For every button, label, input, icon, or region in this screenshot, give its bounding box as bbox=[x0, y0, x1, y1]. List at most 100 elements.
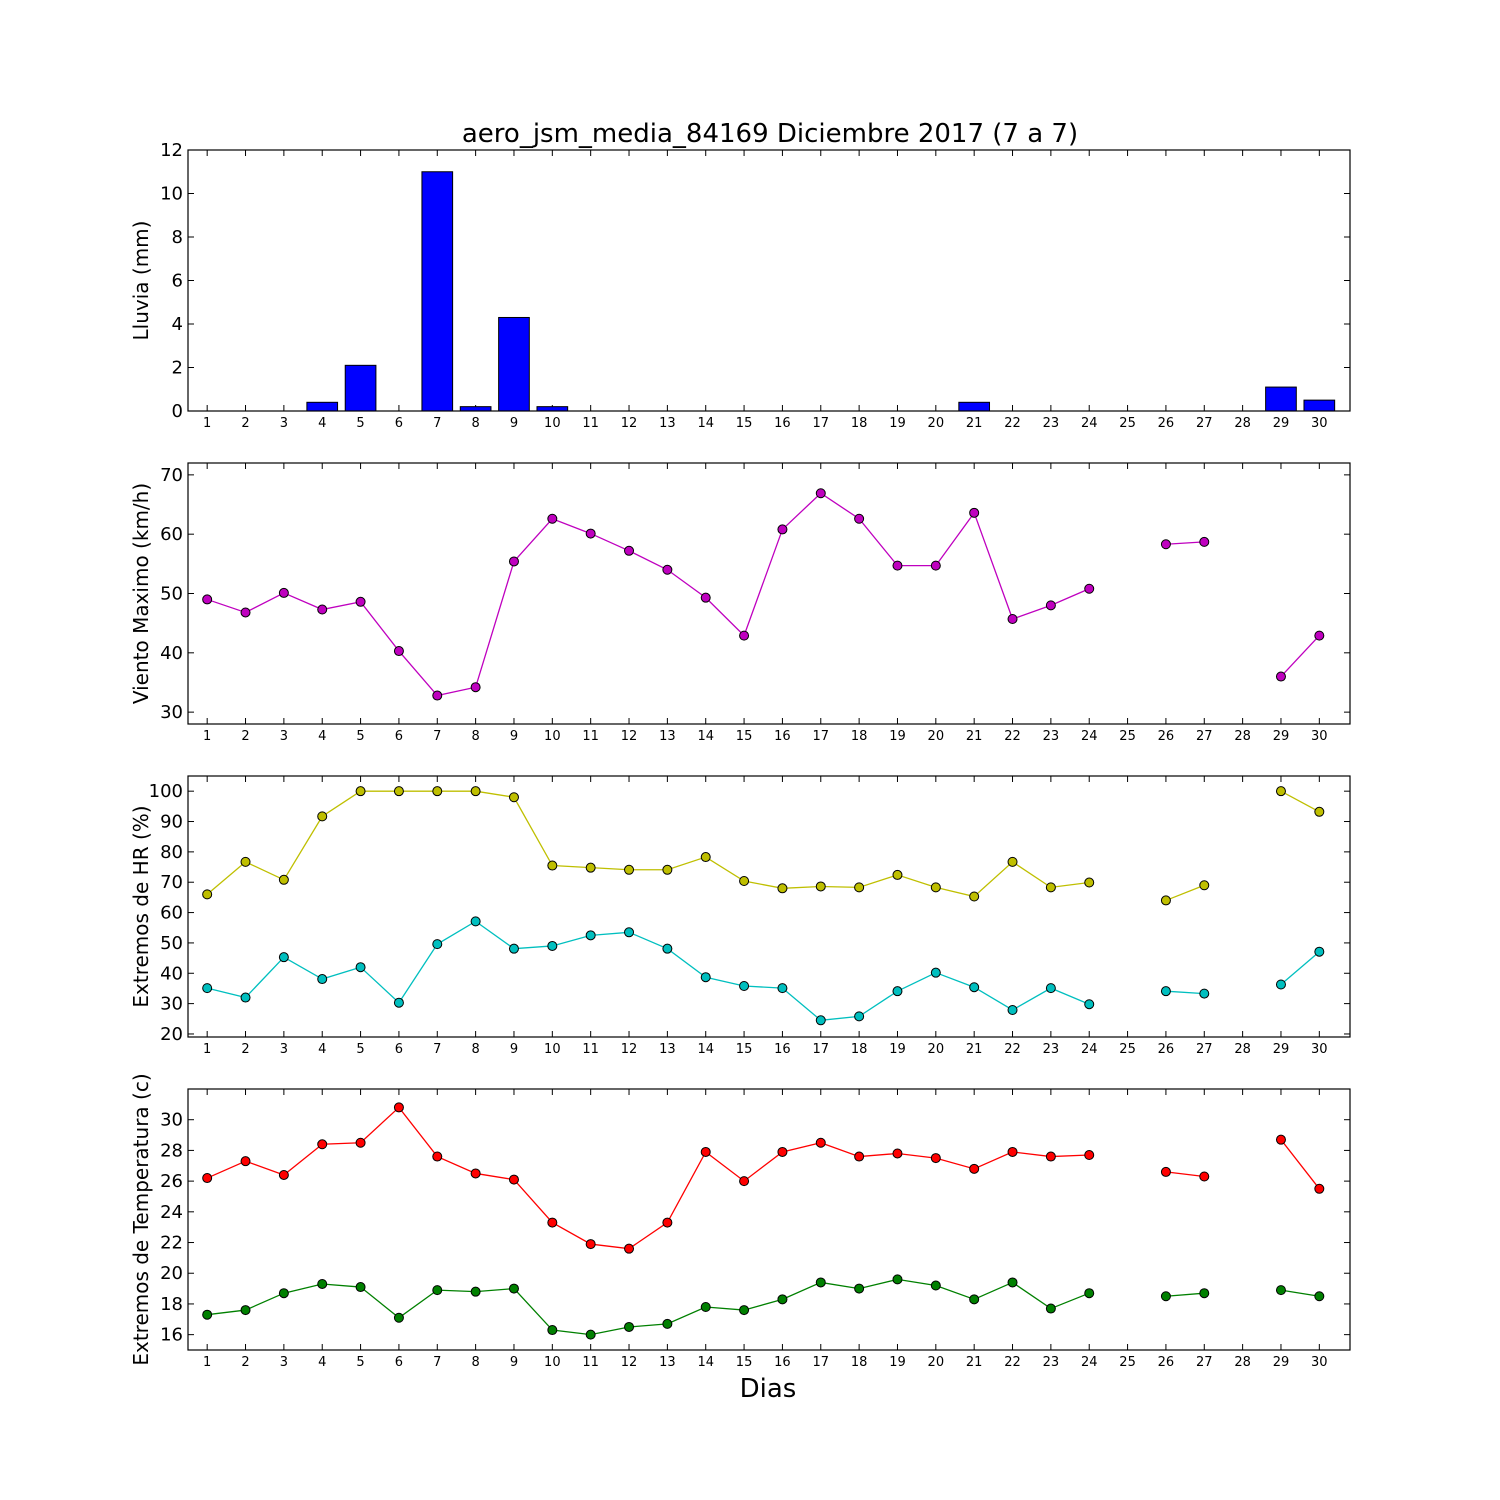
x-tick-label: 30 bbox=[1311, 729, 1328, 744]
x-tick-label: 9 bbox=[510, 416, 518, 431]
x-tick-label: 17 bbox=[812, 729, 829, 744]
x-tick-label: 12 bbox=[621, 416, 638, 431]
x-tick-label: 6 bbox=[395, 416, 403, 431]
series-1-point bbox=[470, 786, 481, 797]
y-tick-label: 4 bbox=[172, 314, 183, 335]
series-1-point bbox=[1007, 1146, 1018, 1157]
series-2-point bbox=[624, 927, 635, 938]
x-tick-label: 21 bbox=[966, 1042, 983, 1057]
y-tick-label: 26 bbox=[160, 1171, 183, 1192]
x-tick-label: 16 bbox=[774, 1042, 791, 1057]
y-tick-label: 22 bbox=[160, 1233, 183, 1254]
x-tick-label: 1 bbox=[203, 1042, 211, 1057]
series-1-point bbox=[355, 596, 366, 607]
series-1-point bbox=[317, 811, 328, 822]
series-1-point bbox=[700, 1146, 711, 1157]
series-1-point bbox=[854, 882, 865, 893]
series-2-point bbox=[470, 916, 481, 927]
y-axis-label: Lluvia (mm) bbox=[129, 221, 153, 341]
y-tick-label: 90 bbox=[160, 812, 183, 833]
series-2-point bbox=[662, 1318, 673, 1329]
x-tick-label: 16 bbox=[774, 416, 791, 431]
x-tick-label: 27 bbox=[1196, 729, 1213, 744]
y-axis-label: Extremos de Temperatura (c) bbox=[129, 1073, 153, 1365]
x-tick-label: 19 bbox=[889, 729, 906, 744]
x-tick-label: 27 bbox=[1196, 1042, 1213, 1057]
series-2-point bbox=[815, 1277, 826, 1288]
x-tick-label: 20 bbox=[928, 1355, 945, 1370]
rain-bar bbox=[1303, 399, 1336, 412]
x-tick-label: 23 bbox=[1043, 1355, 1060, 1370]
series-1-point bbox=[777, 883, 788, 894]
series-1-point bbox=[700, 592, 711, 603]
x-tick-label: 10 bbox=[544, 416, 561, 431]
series-1-point bbox=[432, 690, 443, 701]
series-1-point bbox=[470, 682, 481, 693]
x-tick-label: 17 bbox=[812, 1042, 829, 1057]
y-tick-label: 0 bbox=[172, 401, 183, 422]
x-tick-label: 18 bbox=[851, 729, 868, 744]
x-tick-label: 11 bbox=[582, 1355, 599, 1370]
series-2-point bbox=[1084, 1288, 1095, 1299]
x-tick-label: 2 bbox=[241, 1355, 249, 1370]
series-2-point bbox=[969, 1294, 980, 1305]
series-2-point bbox=[892, 1274, 903, 1285]
axes-frame bbox=[187, 149, 1351, 412]
series-1-point bbox=[202, 1173, 213, 1184]
x-tick-label: 29 bbox=[1273, 729, 1290, 744]
series-1-point bbox=[317, 1139, 328, 1150]
x-tick-label: 11 bbox=[582, 729, 599, 744]
x-tick-label: 8 bbox=[471, 729, 479, 744]
series-1-point bbox=[930, 1153, 941, 1164]
rain-bar bbox=[421, 171, 454, 412]
x-tick-label: 25 bbox=[1119, 1042, 1136, 1057]
series-2-point bbox=[317, 1278, 328, 1289]
x-tick-label: 9 bbox=[510, 1355, 518, 1370]
x-tick-label: 19 bbox=[889, 416, 906, 431]
y-tick-label: 80 bbox=[160, 842, 183, 863]
x-tick-label: 26 bbox=[1158, 1042, 1175, 1057]
series-2-point bbox=[1007, 1277, 1018, 1288]
series-2-point bbox=[739, 981, 750, 992]
x-tick-label: 15 bbox=[736, 729, 753, 744]
x-tick-label: 2 bbox=[241, 1042, 249, 1057]
series-1-point bbox=[815, 881, 826, 892]
series-1-point bbox=[739, 630, 750, 641]
x-tick-label: 20 bbox=[928, 416, 945, 431]
x-tick-label: 10 bbox=[544, 1355, 561, 1370]
x-tick-label: 27 bbox=[1196, 416, 1213, 431]
x-tick-label: 8 bbox=[471, 1042, 479, 1057]
x-tick-label: 22 bbox=[1004, 1355, 1021, 1370]
rain-bar bbox=[536, 406, 569, 412]
series-1-line bbox=[206, 790, 1090, 898]
series-1-line bbox=[1280, 635, 1320, 677]
series-1-point bbox=[240, 607, 251, 618]
series-1-point bbox=[547, 860, 558, 871]
x-tick-label: 25 bbox=[1119, 729, 1136, 744]
x-tick-label: 17 bbox=[812, 1355, 829, 1370]
series-1-point bbox=[508, 792, 519, 803]
series-2-point bbox=[892, 986, 903, 997]
x-tick-label: 3 bbox=[280, 1355, 288, 1370]
x-tick-label: 20 bbox=[928, 729, 945, 744]
series-1-point bbox=[624, 545, 635, 556]
series-2-point bbox=[393, 997, 404, 1008]
x-tick-label: 22 bbox=[1004, 416, 1021, 431]
series-2-point bbox=[1045, 983, 1056, 994]
series-1-point bbox=[662, 864, 673, 875]
y-tick-label: 16 bbox=[160, 1325, 183, 1346]
series-1-point bbox=[624, 864, 635, 875]
series-2-point bbox=[585, 1329, 596, 1340]
series-2-point bbox=[547, 940, 558, 951]
series-1-point bbox=[240, 856, 251, 867]
x-tick-label: 13 bbox=[659, 729, 676, 744]
series-2-point bbox=[624, 1321, 635, 1332]
series-2-point bbox=[1275, 1285, 1286, 1296]
x-tick-label: 1 bbox=[203, 729, 211, 744]
series-1-point bbox=[1045, 1151, 1056, 1162]
series-1-line bbox=[1165, 884, 1205, 902]
